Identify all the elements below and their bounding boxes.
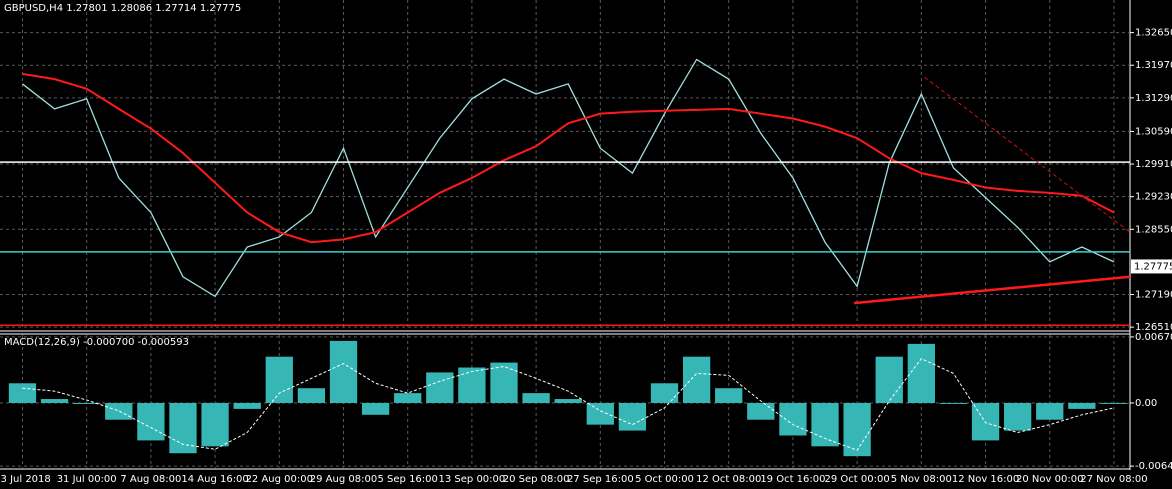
y-tick-label: 1.29910 bbox=[1135, 159, 1172, 170]
x-tick-label: 19 Oct 16:00 bbox=[760, 474, 825, 485]
indicator-title: MACD(12,26,9) -0.000700 -0.000593 bbox=[4, 337, 189, 348]
x-tick-label: 22 Aug 00:00 bbox=[246, 474, 313, 485]
histogram-bar bbox=[8, 383, 37, 403]
histogram-bar bbox=[1003, 402, 1032, 431]
x-tick-label: 29 Aug 08:00 bbox=[310, 474, 377, 485]
histogram-bar bbox=[939, 402, 968, 404]
y-tick-label: 1.28550 bbox=[1135, 224, 1172, 235]
moving-average bbox=[22, 72, 1115, 244]
histogram-bar bbox=[522, 393, 550, 403]
histogram-bar bbox=[1100, 402, 1128, 404]
x-tick-label: 23 Jul 2018 bbox=[0, 474, 51, 485]
x-tick-label: 31 Jul 00:00 bbox=[57, 474, 117, 485]
x-tick-label: 5 Oct 00:00 bbox=[635, 474, 694, 485]
x-tick-label: 20 Nov 00:00 bbox=[1016, 474, 1083, 485]
histogram-bar bbox=[490, 362, 518, 403]
x-tick-label: 5 Nov 08:00 bbox=[891, 474, 952, 485]
histogram-bar bbox=[233, 402, 261, 409]
histogram-bar bbox=[265, 356, 293, 403]
y-tick-label: 1.32650 bbox=[1135, 28, 1172, 39]
histogram-bar bbox=[426, 372, 454, 403]
histogram-bar bbox=[105, 402, 133, 420]
histogram-bar bbox=[779, 402, 807, 436]
histogram-bar bbox=[458, 367, 486, 403]
x-tick-label: 5 Sep 16:00 bbox=[378, 474, 438, 485]
trend-line bbox=[924, 76, 1131, 233]
histogram-bar bbox=[618, 402, 647, 431]
x-tick-label: 27 Nov 08:00 bbox=[1080, 474, 1147, 485]
histogram-bar bbox=[73, 402, 101, 404]
chart-title: GBPUSD,H4 1.27801 1.28086 1.27714 1.2777… bbox=[4, 3, 241, 14]
x-tick-label: 20 Sep 08:00 bbox=[503, 474, 570, 485]
price-tag bbox=[1131, 259, 1172, 274]
y-tick-label: 0.00 bbox=[1135, 398, 1157, 409]
histogram-bar bbox=[811, 402, 839, 447]
histogram-bar bbox=[40, 399, 69, 403]
histogram-bar bbox=[1036, 402, 1064, 420]
histogram-bar bbox=[361, 402, 390, 415]
x-tick-label: 14 Aug 16:00 bbox=[181, 474, 248, 485]
histogram-bar bbox=[650, 383, 679, 403]
x-tick-label: 12 Nov 16:00 bbox=[952, 474, 1019, 485]
histogram-bar bbox=[971, 402, 1000, 441]
histogram-bar bbox=[329, 340, 358, 403]
x-tick-label: 7 Aug 08:00 bbox=[120, 474, 181, 485]
x-tick-label: 12 Oct 08:00 bbox=[696, 474, 761, 485]
histogram-bar bbox=[554, 399, 582, 403]
current-price: 1.27775 bbox=[1134, 261, 1172, 272]
histogram-bar bbox=[715, 388, 743, 403]
y-tick-label: 1.26510 bbox=[1135, 322, 1172, 333]
histogram-bar bbox=[586, 402, 614, 425]
histogram-bar bbox=[201, 402, 229, 447]
y-tick-label: 1.31290 bbox=[1135, 93, 1172, 104]
y-tick-label: -0.006411 bbox=[1135, 461, 1172, 472]
price-line bbox=[22, 58, 1115, 298]
histogram-bar bbox=[297, 388, 326, 403]
histogram-bar bbox=[843, 402, 871, 457]
y-tick-label: 0.006705 bbox=[1135, 332, 1172, 343]
x-tick-label: 27 Sep 16:00 bbox=[567, 474, 634, 485]
signal-line bbox=[22, 358, 1115, 451]
x-tick-label: 13 Sep 00:00 bbox=[439, 474, 506, 485]
histogram-bar bbox=[682, 356, 711, 403]
trend-line bbox=[853, 275, 1131, 305]
histogram-bar bbox=[907, 343, 935, 403]
x-tick-label: 29 Oct 00:00 bbox=[825, 474, 890, 485]
y-tick-label: 1.30590 bbox=[1135, 126, 1172, 137]
histogram-bar bbox=[394, 393, 422, 403]
y-tick-label: 1.31970 bbox=[1135, 60, 1172, 71]
histogram-bar bbox=[1068, 402, 1096, 409]
y-tick-label: 1.29230 bbox=[1135, 192, 1172, 203]
y-tick-label: 1.27190 bbox=[1135, 290, 1172, 301]
histogram-bar bbox=[137, 402, 165, 441]
histogram-bar bbox=[875, 356, 903, 403]
histogram-bar bbox=[747, 402, 775, 420]
